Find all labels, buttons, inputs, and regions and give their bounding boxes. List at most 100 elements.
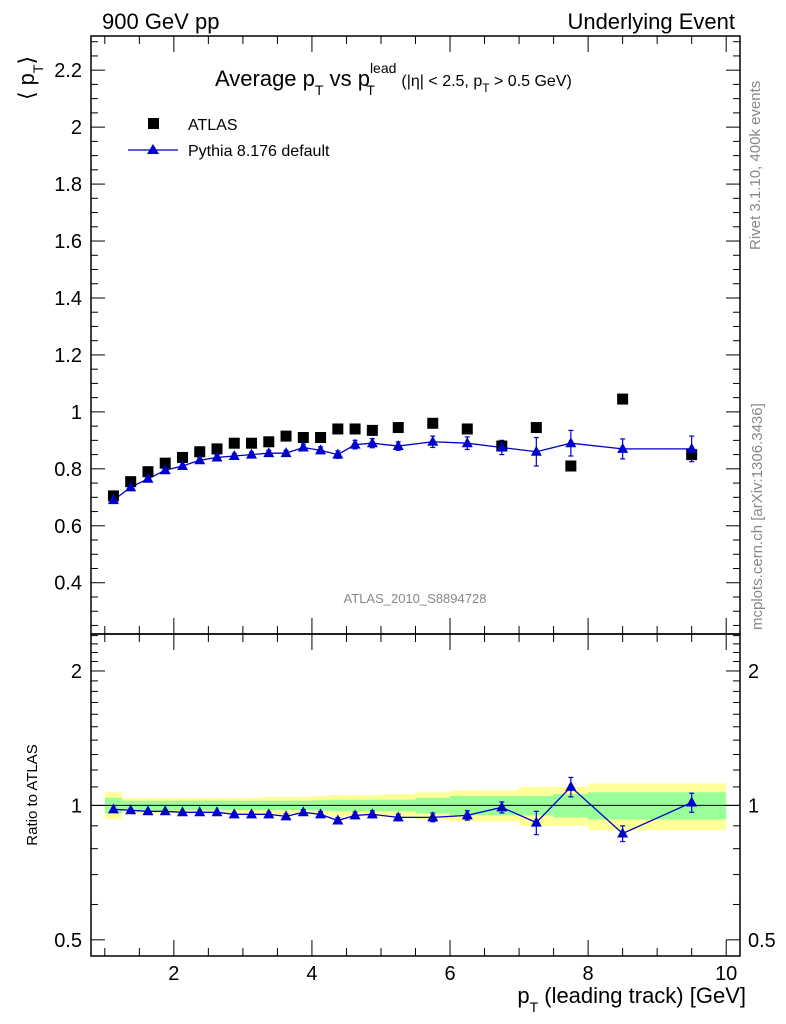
ratio-pythia-point [125, 804, 137, 815]
chart-title: Average pT vs plead T (|η| < 2.5, pT > 0.… [215, 60, 572, 98]
pythia-point [315, 444, 327, 455]
main-y-tick-label: 0.6 [54, 516, 82, 538]
pythia-point [297, 441, 309, 452]
atlas-point [194, 446, 206, 458]
atlas-point [565, 460, 577, 472]
ratio-pythia-point [349, 809, 361, 820]
ratio-pythia-point [496, 801, 508, 812]
atlas-point [427, 417, 439, 429]
legend-pythia-label: Pythia 8.176 default [188, 143, 330, 160]
ratio-pythia-point [194, 806, 206, 817]
ratio-pythia-point [565, 780, 577, 791]
ratio-axis: 0.5 0.5 1 1 2 2 2 4 6 8 10 [54, 634, 776, 985]
ratio-pythia-point [159, 805, 171, 816]
pythia-point [159, 464, 171, 475]
main-y-tick-label: 0.4 [54, 573, 82, 595]
atlas-point [461, 423, 473, 435]
ratio-y-axis-label: Ratio to ATLAS [24, 744, 41, 845]
ratio-pythia-point [211, 806, 223, 817]
pythia-point [142, 472, 154, 483]
legend-atlas-marker [148, 118, 159, 129]
ratio-pythia-point [461, 809, 473, 820]
pythia-point [194, 454, 206, 465]
ratio-y-tick-label: 1 [71, 795, 82, 817]
source-label: mcplots.cern.ch [arXiv:1306.3436] [749, 403, 766, 630]
pythia-point [280, 447, 292, 458]
rivet-version-label: Rivet 3.1.10, 400k events [747, 81, 764, 250]
analysis-watermark: ATLAS_2010_S8894728 [344, 591, 487, 606]
pythia-point [427, 435, 439, 446]
x-tick-label: 2 [168, 963, 179, 985]
atlas-point [228, 437, 240, 449]
x-axis-label: pT (leading track) [GeV] [517, 983, 746, 1015]
atlas-point [315, 432, 327, 444]
ratio-pythia-point [142, 805, 154, 816]
atlas-point [392, 422, 404, 434]
header-left: 900 GeV pp [102, 9, 219, 34]
atlas-point [297, 432, 309, 444]
ratio-y-tick-label-right: 1 [748, 795, 759, 817]
pythia-point [263, 447, 275, 458]
atlas-point [332, 423, 344, 435]
pythia-point [125, 481, 137, 492]
main-y-axis-label: ⟨ pT⟩ [14, 56, 46, 100]
atlas-point [530, 422, 542, 434]
main-series [107, 393, 698, 505]
ratio-pythia-point [315, 808, 327, 819]
ratio-y-tick-label: 2 [71, 661, 82, 683]
atlas-point [142, 466, 154, 478]
ratio-pythia-point [228, 808, 240, 819]
pythia-point [349, 438, 361, 449]
atlas-point [280, 430, 292, 442]
atlas-point [246, 437, 258, 449]
main-y-tick-label: 1.4 [54, 288, 82, 310]
main-y-tick-label: 2.2 [54, 60, 82, 82]
header-right: Underlying Event [567, 9, 735, 34]
main-y-tick-label: 1.8 [54, 174, 82, 196]
main-y-tick-label: 2 [71, 117, 82, 139]
atlas-point [366, 424, 378, 436]
atlas-point [686, 449, 698, 461]
ratio-pythia-point [392, 811, 404, 822]
pythia-point [332, 448, 344, 459]
pythia-point [496, 441, 508, 452]
legend-atlas-label: ATLAS [188, 117, 238, 134]
ratio-pythia-point [686, 796, 698, 807]
pythia-point [617, 442, 629, 453]
ratio-y-tick-label-right: 0.5 [748, 930, 776, 952]
ratio-pythia-point [427, 811, 439, 822]
ratio-pythia-point [530, 816, 542, 827]
ratio-pythia-point [332, 814, 344, 825]
pythia-point [228, 450, 240, 461]
pythia-point [246, 448, 258, 459]
atlas-point [263, 436, 275, 448]
ratio-pythia-point [366, 808, 378, 819]
ratio-pythia-point [176, 806, 188, 817]
ratio-pythia-point [617, 827, 629, 838]
atlas-point [159, 457, 171, 469]
ratio-pythia-point [263, 808, 275, 819]
pythia-point [211, 451, 223, 462]
atlas-point [349, 423, 361, 435]
pythia-point [686, 442, 698, 453]
ratio-y-tick-label: 0.5 [54, 930, 82, 952]
main-y-tick-label: 1 [71, 402, 82, 424]
ratio-series [107, 776, 698, 843]
ratio-pythia-point [246, 808, 258, 819]
x-tick-label: 8 [583, 963, 594, 985]
atlas-point [176, 451, 188, 463]
pythia-point [461, 437, 473, 448]
x-tick-label: 10 [715, 963, 737, 985]
pythia-point [392, 440, 404, 451]
x-tick-label: 6 [444, 963, 455, 985]
ratio-frame [90, 633, 741, 957]
atlas-point [211, 443, 223, 455]
atlas-point [617, 393, 629, 405]
main-y-tick-label: 0.8 [54, 459, 82, 481]
pythia-point [366, 437, 378, 448]
ratio-pythia-point [297, 806, 309, 817]
legend: ATLAS Pythia 8.176 default [128, 117, 330, 160]
pythia-point [565, 437, 577, 448]
